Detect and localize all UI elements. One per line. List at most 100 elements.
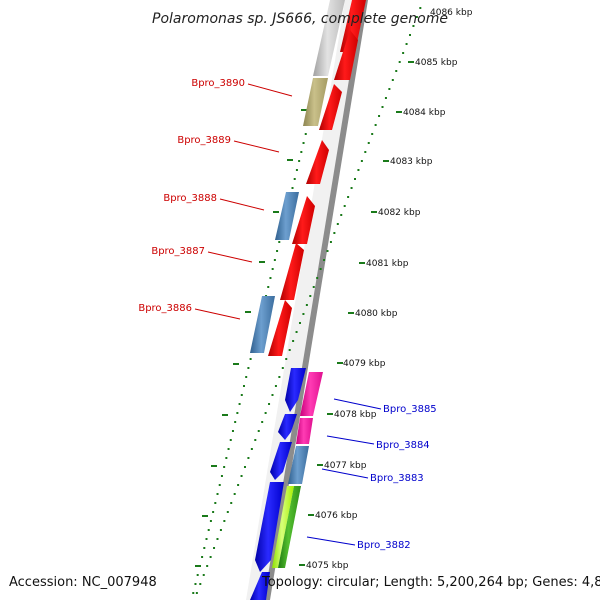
outer-ring-dot (233, 493, 236, 495)
gene-label-bpro-3888[interactable]: Bpro_3888 (163, 193, 217, 204)
outer-ring-dot (243, 466, 246, 468)
outer-ring-dot (402, 52, 405, 54)
red-gene-arrow (319, 84, 342, 130)
outer-ring-dot (398, 61, 401, 63)
outer-ring-dot (419, 7, 422, 9)
scale-tick-label: 4077 kbp (324, 461, 367, 471)
leader-line (207, 251, 253, 263)
gene-label-bpro-3884[interactable]: Bpro_3884 (376, 440, 430, 451)
outer-ring-dot (209, 556, 212, 558)
red-gene-arrow (268, 300, 292, 356)
outer-ring-dot (405, 43, 408, 45)
inner-ring-dot (225, 457, 228, 459)
green-gene-block (278, 486, 301, 568)
gene-label-bpro-3883[interactable]: Bpro_3883 (370, 473, 424, 484)
outer-ring-dot (278, 376, 281, 378)
inner-ring-dot (227, 448, 230, 450)
backbone-lane (246, 0, 364, 600)
scale-tick-label: 4082 kbp (378, 208, 421, 218)
outer-ring-dot (329, 241, 332, 243)
outer-ring-dot (240, 475, 243, 477)
outer-ring-dot (264, 412, 267, 414)
gene-label-bpro-3882[interactable]: Bpro_3882 (357, 540, 411, 551)
outer-ring-dot (353, 178, 356, 180)
outer-ring-dot (391, 79, 394, 81)
red-gene-arrow (340, 0, 366, 52)
inner-ring-dot (223, 466, 226, 468)
steelblue-gene-block (288, 446, 309, 484)
outer-ring-dot (412, 25, 415, 27)
gene-label-bpro-3886[interactable]: Bpro_3886 (138, 303, 192, 314)
map-title: Polaromonas sp. JS666, complete genome (152, 11, 448, 27)
outer-ring-dot (271, 394, 274, 396)
inner-ring-dot (209, 520, 212, 522)
gene-label-bpro-3887[interactable]: Bpro_3887 (151, 246, 205, 257)
blue-gene-arrow (285, 368, 306, 412)
inner-ring-dot (271, 268, 274, 270)
scale-tick-label: 4085 kbp (415, 58, 458, 68)
outer-ring-dot (254, 439, 257, 441)
leader-line (326, 435, 375, 445)
outer-ring-dot (415, 16, 418, 18)
outer-ring-dot (199, 583, 202, 585)
khaki-gene-block (303, 78, 328, 126)
scale-tick-label: 4078 kbp (334, 410, 377, 420)
outer-ring-dot (384, 97, 387, 99)
inner-ring-dot (273, 259, 276, 261)
steelblue-gene-block (275, 192, 299, 240)
pink-gene-block (300, 372, 323, 416)
leader-line (219, 198, 265, 211)
outer-ring-dot (247, 457, 250, 459)
outer-ring-dot (261, 421, 264, 423)
outer-ring-dot (206, 565, 209, 567)
gene-label-bpro-3885[interactable]: Bpro_3885 (383, 404, 437, 415)
scale-tick-label: 4081 kbp (366, 259, 409, 269)
inner-ring-dot (234, 421, 237, 423)
scale-tick-label: 4075 kbp (306, 561, 349, 571)
outer-ring-dot (374, 124, 377, 126)
inner-ring-dot (242, 385, 245, 387)
outer-ring-dot (333, 232, 336, 234)
red-gene-arrow (334, 30, 358, 80)
inner-ring-dot (214, 502, 217, 504)
genome-backbone (264, 0, 368, 600)
outer-ring-dot (281, 367, 284, 369)
inner-ring-dot (249, 358, 252, 360)
outer-ring-dot (319, 268, 322, 270)
topology-text: Topology: circular; Length: 5,200,264 bp… (262, 575, 600, 590)
outer-ring-dot (364, 151, 367, 153)
inner-ring-dot (218, 484, 221, 486)
inner-ring-dot (236, 412, 239, 414)
leader-line (333, 398, 382, 410)
inner-ring-dot (304, 133, 307, 135)
scale-ticks: 4086 kbp 4085 kbp 4084 kbp 4083 kbp 4082… (306, 8, 473, 571)
outer-ring-dot (223, 520, 226, 522)
gene-label-bpro-3889[interactable]: Bpro_3889 (177, 135, 231, 146)
inner-ring-dot (229, 439, 232, 441)
inner-ring-dot (300, 151, 303, 153)
gene-label-bpro-3890[interactable]: Bpro_3890 (191, 78, 245, 89)
inner-ring-dot (276, 250, 279, 252)
scale-tick-label: 4083 kbp (390, 157, 433, 167)
outer-ring-dot (343, 205, 346, 207)
inner-ring-dot (245, 376, 248, 378)
pink-gene-block (296, 418, 313, 444)
inner-ring-dot (231, 430, 234, 432)
outer-ring-dot (367, 142, 370, 144)
inner-ring-dot (238, 403, 241, 405)
outer-ring-dot (409, 34, 411, 36)
outer-ring-dot (340, 214, 343, 216)
blue-gene-arrow (270, 442, 292, 480)
outer-ring-dot (309, 295, 312, 297)
outer-ring-dot (305, 304, 308, 306)
gene-labels: Bpro_3890 Bpro_3889 Bpro_3888 Bpro_3887 … (138, 78, 436, 551)
inner-ring-dot (196, 574, 199, 576)
red-gene-arrow (280, 243, 304, 300)
outer-ring-dot (288, 349, 291, 351)
outer-ring-dot (378, 115, 381, 117)
leader-line (194, 308, 241, 320)
inner-ring-dot (216, 493, 219, 495)
scale-tick-label: 4084 kbp (403, 108, 446, 118)
leader-line (306, 536, 356, 546)
